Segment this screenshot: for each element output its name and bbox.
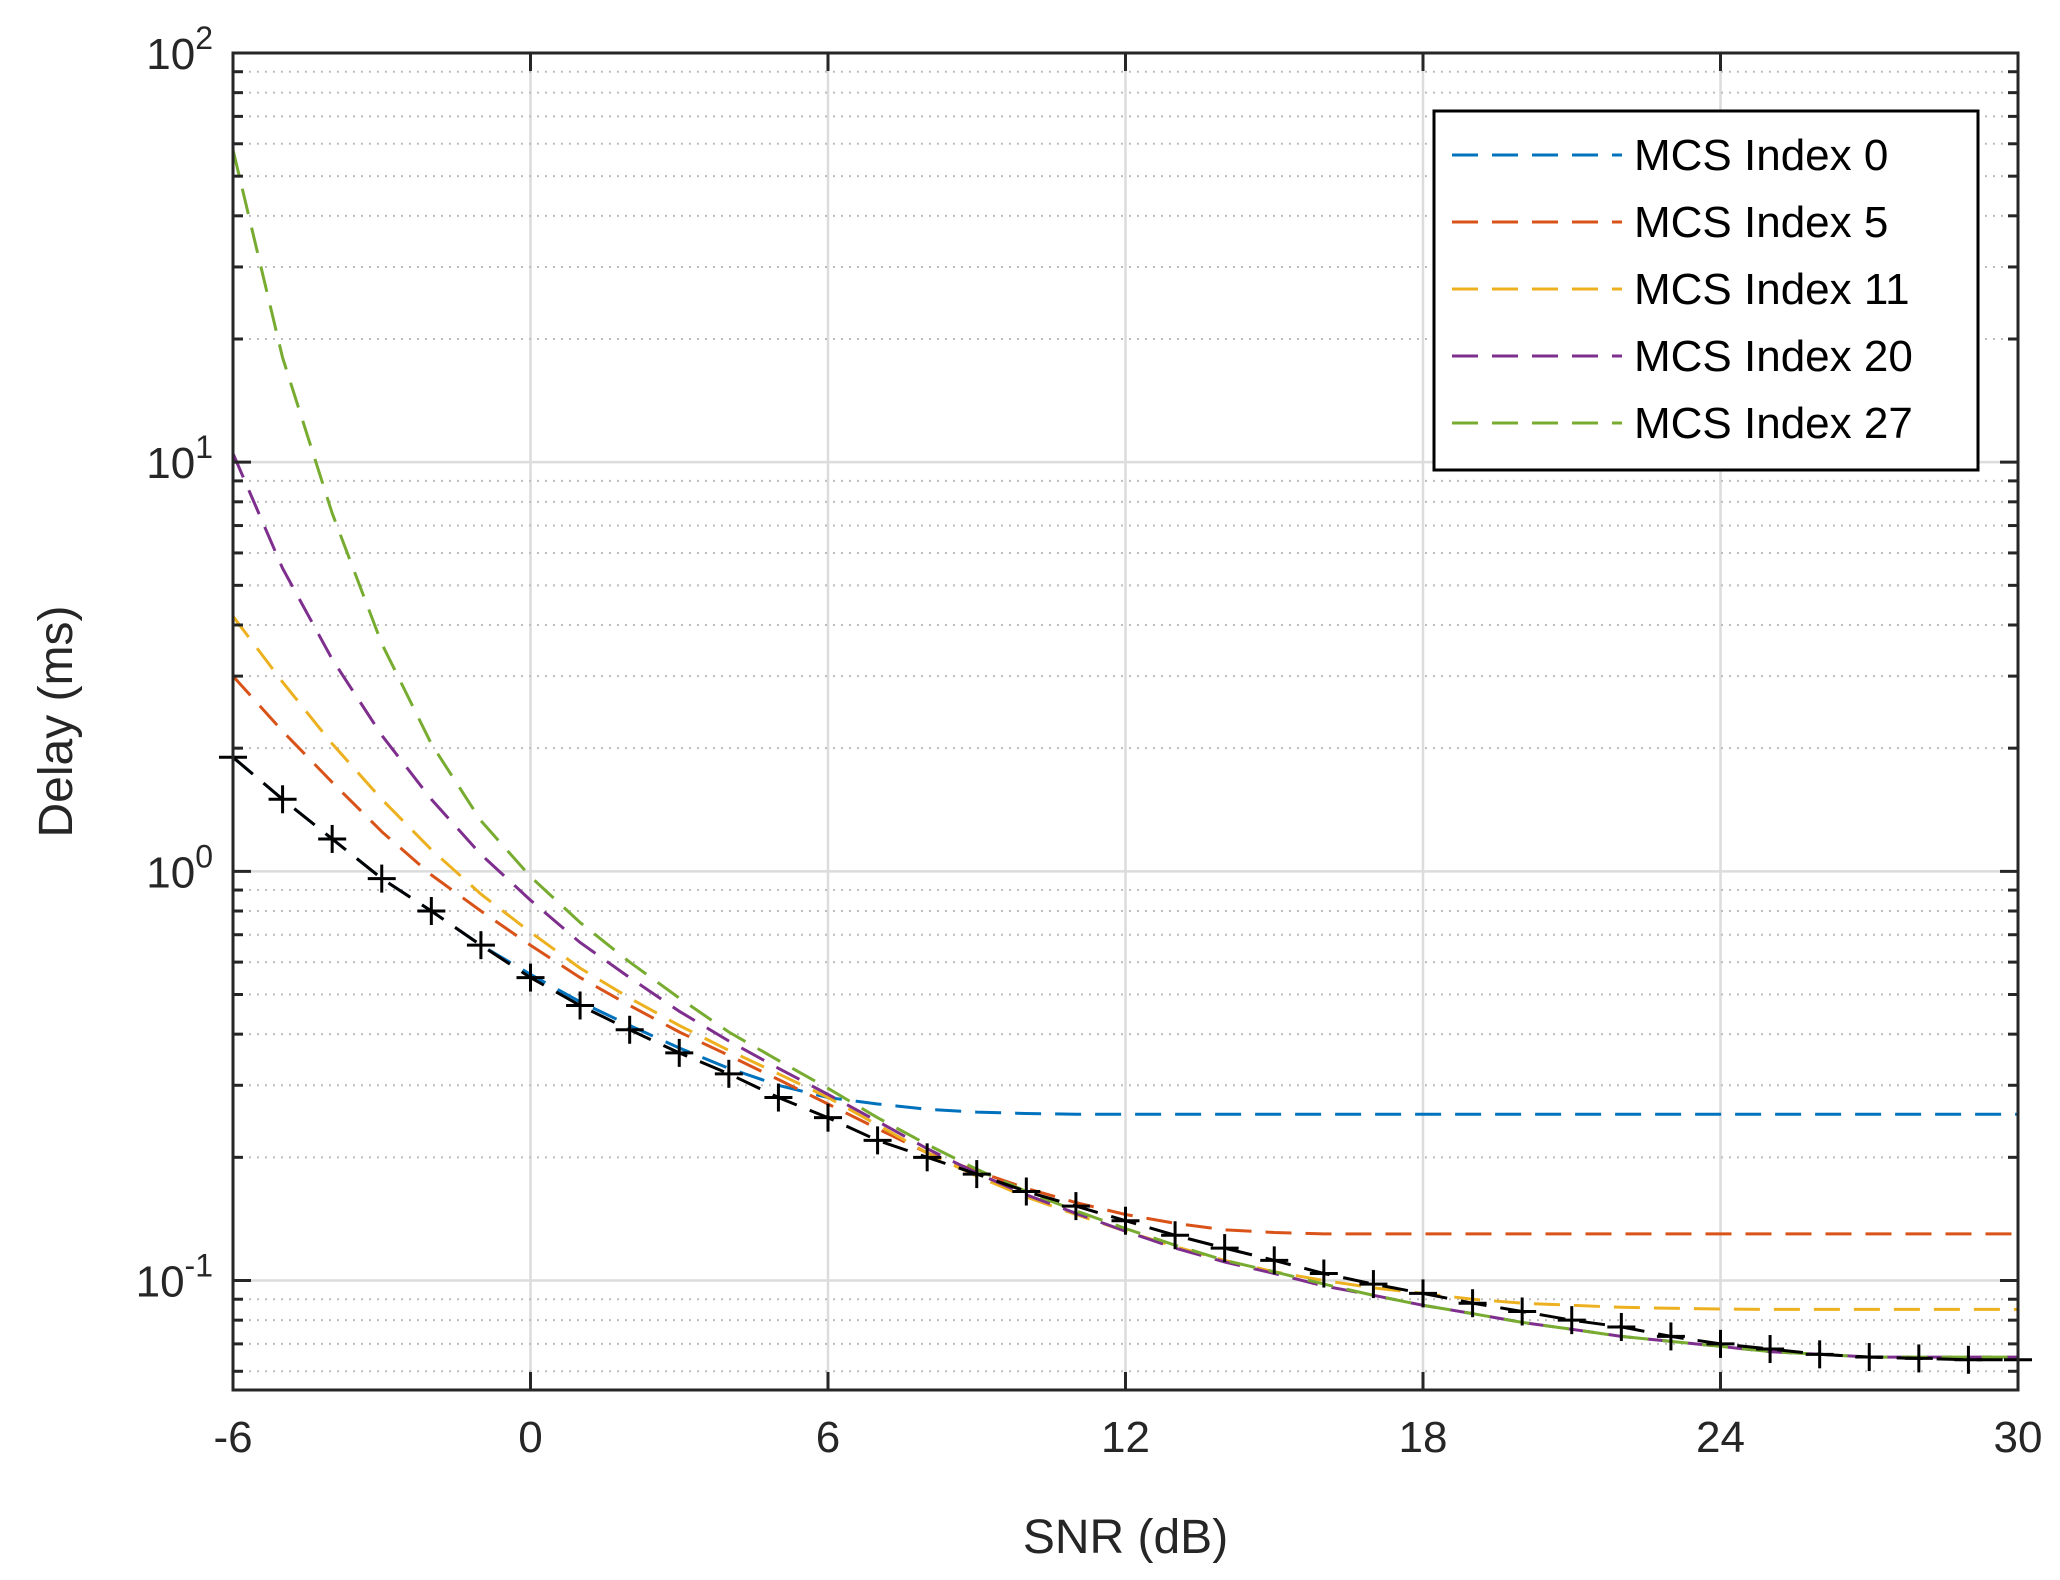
data-point-marker (1756, 1335, 1785, 1364)
data-point-marker (1061, 1192, 1090, 1221)
legend-label: MCS Index 5 (1634, 198, 1888, 247)
data-point-marker (466, 931, 495, 960)
series-line-mcs-index-20 (231, 452, 2018, 1359)
data-point-marker (1855, 1343, 1884, 1372)
y-tick-label: 101 (146, 429, 213, 488)
data-point-marker (566, 991, 595, 1020)
data-point-marker (516, 963, 545, 992)
data-point-marker (962, 1160, 991, 1189)
data-point-marker (863, 1126, 892, 1155)
data-point-marker (367, 864, 396, 893)
x-tick-label: 12 (1101, 1413, 1150, 1462)
x-tick-label: 0 (518, 1413, 542, 1462)
data-point-marker (1805, 1340, 1834, 1369)
y-tick-label: 10-1 (136, 1248, 213, 1307)
legend-label: MCS Index 11 (1634, 265, 1910, 314)
data-point-marker (1458, 1289, 1487, 1318)
legend-label: MCS Index 20 (1634, 332, 1913, 381)
data-point-marker (764, 1083, 793, 1112)
x-tick-label: 6 (816, 1413, 840, 1462)
data-point-marker (1210, 1234, 1239, 1263)
data-point-marker (417, 896, 446, 925)
data-point-marker (1359, 1270, 1388, 1299)
data-point-marker (1656, 1322, 1685, 1351)
y-tick-label: 102 (146, 20, 213, 79)
data-point-marker (1904, 1344, 1933, 1373)
data-point-marker (1557, 1306, 1586, 1335)
legend-label: MCS Index 27 (1634, 399, 1913, 448)
x-tick-label: 30 (1994, 1413, 2043, 1462)
data-point-marker (1607, 1312, 1636, 1341)
data-point-marker (268, 785, 297, 814)
data-point-marker (1309, 1259, 1338, 1288)
data-point-marker (318, 824, 347, 853)
x-tick-label: -6 (213, 1413, 252, 1462)
data-point-marker (1409, 1279, 1437, 1308)
data-point-marker (665, 1038, 694, 1067)
data-point-marker (1508, 1297, 1537, 1326)
data-point-marker (913, 1143, 942, 1172)
data-point-marker (615, 1015, 644, 1044)
data-point-marker (1260, 1246, 1289, 1275)
data-point-marker (814, 1103, 842, 1132)
data-point-marker (1161, 1221, 1190, 1250)
data-point-marker (1954, 1345, 1983, 1374)
x-axis-label: SNR (dB) (1023, 1511, 1228, 1564)
data-point-marker (1012, 1177, 1041, 1206)
series-layer (219, 149, 2032, 1374)
legend: MCS Index 0 MCS Index 5 MCS Index 11 MCS In… (1432, 109, 1980, 472)
data-point-marker (1706, 1329, 1735, 1358)
legend-box (1432, 109, 1980, 472)
data-point-marker (1111, 1206, 1140, 1235)
y-axis-label: Delay (ms) (30, 605, 83, 837)
x-tick-label: 18 (1399, 1413, 1448, 1462)
legend-label: MCS Index 0 (1634, 131, 1888, 180)
x-tick-label: 24 (1696, 1413, 1745, 1462)
y-tick-label: 100 (146, 838, 213, 897)
ticks: -6 0 6 12 18 24 30 10-1 100 101 102 (136, 20, 2043, 1462)
data-point-marker (714, 1059, 743, 1088)
